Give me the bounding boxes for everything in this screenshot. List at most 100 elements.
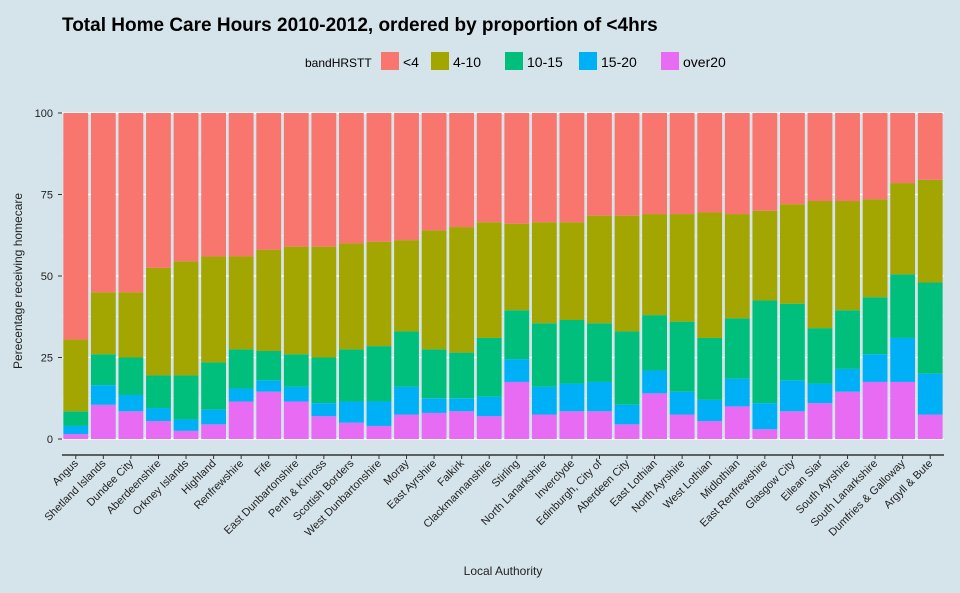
bar-segment-1520: [118, 394, 144, 412]
bar-segment-410: [697, 212, 723, 338]
bar-segment-1520: [421, 398, 447, 413]
bar-segment-4: [366, 113, 392, 242]
legend-label: 4-10: [453, 54, 481, 70]
bar-segment-over20: [780, 411, 805, 439]
y-axis-label: Perecentage receiving homecare: [11, 193, 25, 369]
bar-segment-1015: [890, 274, 916, 338]
chart-title: Total Home Care Hours 2010-2012, ordered…: [62, 15, 658, 36]
bar-segment-410: [587, 215, 612, 324]
bar-segment-4: [752, 113, 778, 211]
bar-segment-410: [669, 214, 695, 322]
bar-segment-4: [201, 113, 226, 257]
legend-label: over20: [683, 54, 726, 70]
bar-segment-1520: [642, 370, 667, 394]
bar-segment-4: [421, 113, 447, 231]
bar-segment-410: [90, 292, 116, 355]
bar-segment-4: [780, 113, 805, 205]
bar-segment-1015: [669, 321, 695, 392]
bar-segment-410: [283, 246, 309, 355]
bar-segment-over20: [890, 381, 916, 439]
legend-swatch: [431, 52, 449, 70]
bar-segment-4: [256, 113, 282, 250]
bar-segment-410: [559, 222, 585, 321]
bar-segment-410: [173, 261, 199, 376]
bar-segment-4: [173, 113, 199, 262]
bar-segment-1520: [63, 425, 89, 435]
bar-segment-410: [366, 241, 392, 347]
bar-segment-1015: [835, 310, 860, 369]
bar-segment-410: [476, 222, 502, 338]
bar-segment-over20: [339, 422, 364, 439]
bar-segment-1520: [311, 403, 337, 417]
y-tick-label: 25: [41, 353, 53, 365]
bar-segment-1520: [614, 404, 640, 425]
bar-segment-4: [835, 113, 860, 202]
bar-segment-1520: [835, 368, 860, 392]
bar-segment-1520: [339, 401, 364, 423]
bar-segment-4: [63, 113, 89, 340]
bar-segment-410: [835, 201, 860, 311]
bar-segment-1015: [587, 323, 612, 382]
bar-segment-410: [449, 227, 475, 353]
bar-segment-4: [862, 113, 888, 200]
bar-segment-4: [587, 113, 612, 216]
bar-segment-1015: [917, 282, 943, 374]
bar-segment-410: [642, 214, 667, 316]
bar-segment-1015: [559, 320, 585, 384]
bar-segment-1520: [697, 399, 723, 422]
y-tick-label: 0: [47, 434, 53, 446]
bar-segment-over20: [614, 424, 640, 439]
bar-segment-410: [531, 222, 557, 324]
bar-segment-1520: [90, 385, 116, 405]
bar-segment-410: [256, 249, 282, 351]
bar-segment-1015: [118, 357, 144, 395]
bar-segment-1520: [724, 378, 750, 407]
bar-segment-4: [697, 113, 723, 213]
legend-label: 15-20: [601, 54, 637, 70]
bar-segment-1015: [862, 297, 888, 355]
bar-segment-1520: [669, 391, 695, 415]
bar-segment-410: [118, 292, 144, 358]
bar-segment-1015: [394, 331, 419, 387]
bar-segment-410: [917, 179, 943, 283]
bar-segment-1015: [642, 315, 667, 371]
bar-segment-over20: [173, 430, 199, 439]
legend-swatch: [579, 52, 597, 70]
bar-segment-over20: [201, 424, 226, 439]
bar-segment-410: [862, 199, 888, 298]
bar-segment-1520: [394, 386, 419, 415]
bar-segment-1015: [146, 375, 171, 409]
bar-segment-1015: [228, 349, 254, 389]
bar-segment-410: [394, 240, 419, 332]
bar-segment-over20: [642, 393, 667, 439]
bar-segment-over20: [366, 425, 392, 439]
bar-segment-410: [339, 243, 364, 350]
bar-segment-1520: [366, 401, 392, 426]
legend: bandHRSTT <4 4-10 10-15 15-20 over20: [305, 52, 726, 70]
bar-segment-over20: [90, 404, 116, 439]
bar-segment-1520: [173, 419, 199, 431]
bar-segment-1520: [890, 337, 916, 382]
bar-segment-1015: [201, 362, 226, 410]
bar-segment-410: [311, 246, 337, 358]
legend-swatch: [661, 52, 679, 70]
legend-title: bandHRSTT: [305, 56, 372, 70]
bar-segment-1015: [63, 411, 89, 426]
bar-segment-1520: [146, 408, 171, 422]
bar-segment-1015: [614, 331, 640, 405]
bar-segment-4: [724, 113, 750, 215]
bar-segment-over20: [697, 421, 723, 439]
bar-segment-over20: [587, 411, 612, 439]
bar-segment-over20: [283, 401, 309, 439]
bar-segment-1015: [752, 300, 778, 404]
bar-segment-1520: [587, 381, 612, 412]
bar-segment-1520: [559, 383, 585, 412]
bar-segment-over20: [807, 403, 833, 439]
bar-segment-1015: [421, 349, 447, 399]
bar-segment-410: [228, 256, 254, 350]
bar-segment-over20: [256, 391, 282, 439]
bar-segment-1015: [283, 354, 309, 387]
bar-segment-4: [642, 113, 667, 215]
bar-segment-4: [118, 113, 144, 293]
bar-segment-4: [146, 113, 171, 268]
